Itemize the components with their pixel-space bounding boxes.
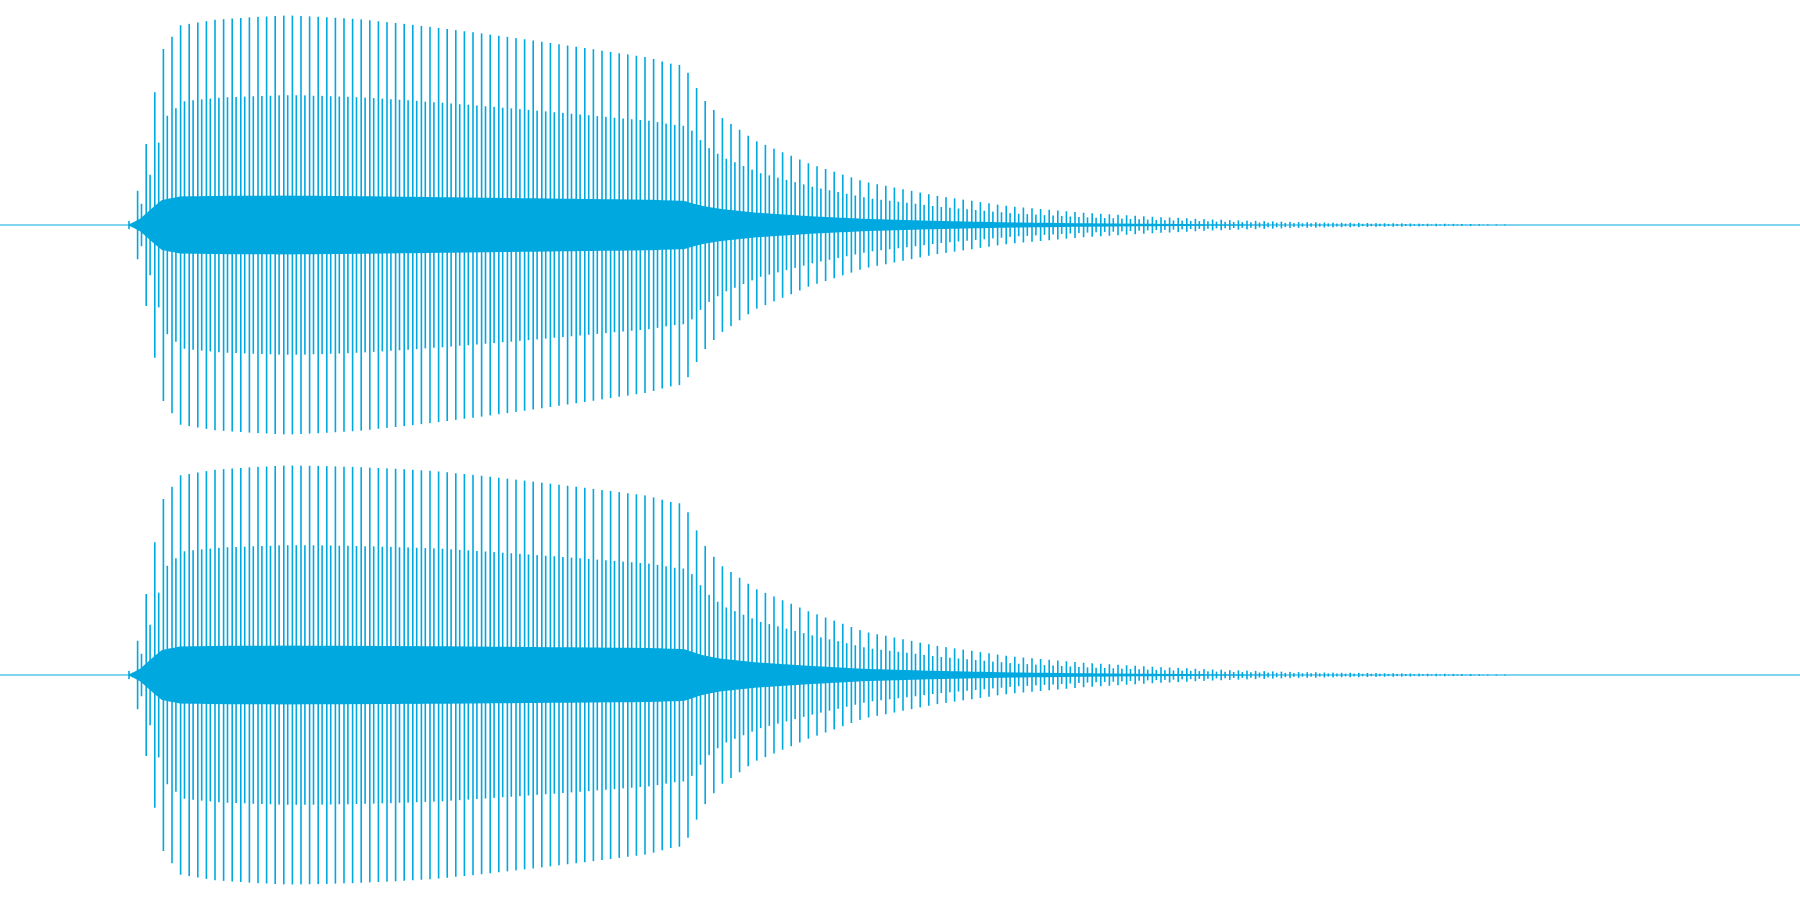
channel-bottom: [0, 465, 1800, 885]
channel-top: [0, 15, 1800, 435]
waveform-core: [0, 645, 1800, 705]
waveform-core: [0, 195, 1800, 255]
waveform-signal: [128, 465, 1519, 885]
waveform-signal: [128, 15, 1519, 435]
